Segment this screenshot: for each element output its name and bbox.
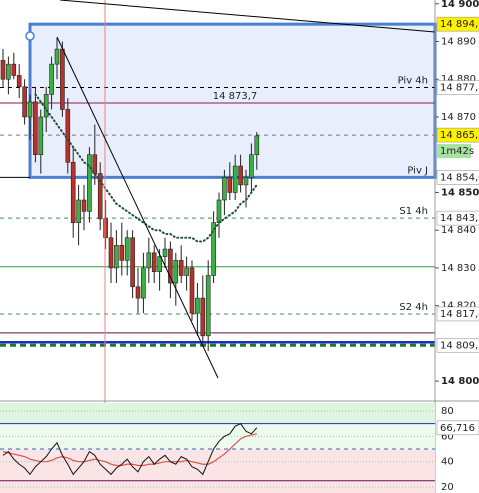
trend-line [59, 0, 436, 33]
price-label-box [436, 210, 479, 226]
candle-body [249, 154, 254, 178]
y-tick-label: 14 870 [441, 112, 476, 123]
range-box [28, 22, 437, 179]
candle-body [97, 173, 103, 220]
level-label: 14 873,7 [213, 91, 258, 102]
y-tick-label: 14 830 [441, 263, 476, 274]
y-tick-label: 14 850 [441, 187, 479, 198]
candle-body [33, 101, 38, 156]
y-tick-label: 14 840 [441, 225, 476, 236]
candle-body [108, 237, 114, 269]
osc-values [2, 423, 258, 476]
candle-body [65, 109, 71, 163]
price-label: 14 877,8 [440, 83, 479, 94]
candle-body [54, 48, 60, 65]
candle-body [60, 48, 65, 110]
candle-body [238, 165, 243, 186]
candle-body [27, 101, 33, 118]
candle-body [43, 94, 49, 118]
candle-body [22, 86, 27, 118]
osc-signal [2, 433, 257, 467]
candle-body [146, 252, 152, 269]
candle-body [205, 275, 211, 337]
timer: 1m42s [440, 146, 474, 157]
candle-body [81, 199, 87, 212]
candle-body [211, 222, 216, 276]
candle-body [184, 267, 189, 276]
candle-body [157, 256, 162, 272]
candle-body [168, 248, 173, 284]
candle-body [141, 267, 146, 299]
y-tick-label: 14 900 [441, 0, 479, 10]
candle-body [11, 63, 17, 76]
box-handle [25, 31, 35, 41]
level-label: Piv J [407, 165, 428, 176]
candle-body [151, 252, 157, 272]
osc-label-box [436, 420, 479, 436]
candle-body [70, 161, 76, 223]
candle-body [173, 260, 179, 284]
price-panel: Piv 4h 14 873,7 Piv J S1 4h S2 4h [0, 22, 437, 351]
y-tick-label: 14 880 [441, 74, 476, 85]
price-label-box [436, 127, 479, 143]
y-tick-label: 14 820 [441, 301, 476, 312]
candle-body [130, 237, 135, 288]
candle-body [16, 75, 22, 88]
candle-body [195, 297, 200, 314]
price-label-box [436, 16, 479, 32]
candle-body [227, 177, 233, 193]
price-label: 14 809,5 [440, 340, 479, 351]
price-label-box [436, 170, 479, 185]
osc-tick-label: 20 [441, 482, 454, 493]
price-label: 14 843,2 [440, 213, 479, 224]
candle-body [0, 60, 6, 80]
candle-body [232, 165, 238, 193]
timer-box [437, 144, 471, 159]
level-label: Piv 4h [398, 76, 428, 87]
candle-body [200, 297, 206, 337]
candle-body [189, 267, 195, 314]
candle-body [38, 116, 44, 156]
candle-body [124, 237, 130, 261]
candle-body [76, 199, 81, 223]
price-label-box [436, 306, 479, 322]
candle-body [178, 260, 184, 276]
candle-body [162, 248, 168, 257]
candle-body [216, 199, 222, 223]
candle-body [6, 63, 11, 80]
candle-body [114, 244, 119, 269]
zone-high [0, 403, 435, 424]
price-label: 14 865,2 [440, 130, 479, 141]
price-label: 14 854,0 [440, 172, 479, 183]
candle-body [49, 63, 54, 95]
zone-low [0, 449, 435, 493]
candle-body [119, 244, 125, 261]
candle-body [87, 154, 92, 212]
y-tick-label: 14 890 [441, 37, 476, 48]
osc-tick-label: 40 [441, 457, 454, 468]
price-label-box [436, 80, 479, 95]
y-tick-label: 14 800 [441, 376, 479, 387]
candle-body [243, 177, 249, 186]
price-label-box [436, 338, 479, 353]
osc-label: 66,716 [440, 423, 475, 434]
candle-body [222, 177, 227, 201]
level-label: S2 4h [399, 302, 428, 313]
trend-line [56, 36, 219, 379]
price-label: 14 894,6 [440, 19, 479, 30]
candle-body [103, 218, 108, 239]
osc-tick-label: 60 [441, 431, 454, 442]
level-label: S1 4h [399, 206, 428, 217]
moving-average [34, 93, 258, 243]
candle-body [135, 286, 141, 299]
candle-body [254, 135, 260, 156]
price-label: 14 817,8 [440, 309, 479, 320]
osc-tick-label: 80 [441, 406, 454, 417]
